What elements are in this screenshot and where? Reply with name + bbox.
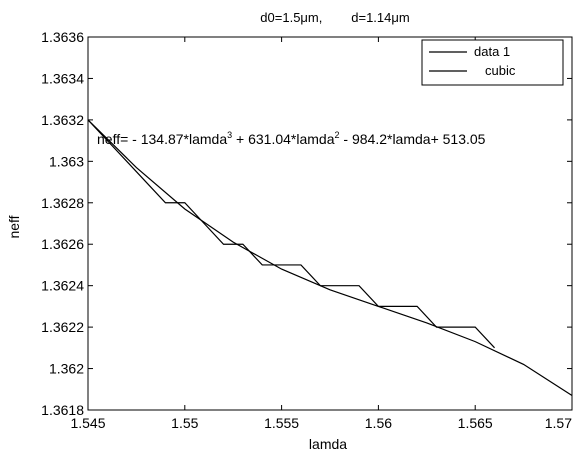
y-tick-label: 1.3622 <box>41 319 84 335</box>
equation-annotation: neff= - 134.87*lamda3 + 631.04*lamda2 - … <box>97 130 486 147</box>
series-data-1-line <box>87 119 495 349</box>
x-axis-label: lamda <box>309 436 347 452</box>
y-tick-label: 1.3636 <box>41 29 84 45</box>
legend-label-cubic: cubic <box>485 63 516 78</box>
plot-frame <box>87 36 573 411</box>
y-axis-label: neff <box>6 215 22 238</box>
y-tick-label: 1.363 <box>49 153 84 169</box>
y-tick-label: 1.3632 <box>41 112 84 128</box>
y-tick-label: 1.3624 <box>41 278 84 294</box>
y-tick-label: 1.3628 <box>41 195 84 211</box>
x-tick-label: 1.57 <box>545 415 572 431</box>
equation-exponent-2: 2 <box>335 130 340 140</box>
y-tick-label: 1.362 <box>49 361 84 377</box>
x-axis-ticks: 1.545 1.55 1.555 1.56 1.565 1.57 <box>70 37 573 431</box>
equation-prefix: neff= - 134.87*lamda <box>97 131 227 147</box>
x-tick-label: 1.555 <box>264 415 299 431</box>
equation-exponent-3: 3 <box>227 130 232 140</box>
series-layer <box>87 119 573 396</box>
legend-box <box>421 39 564 86</box>
equation-suffix: - 984.2*lamda+ 513.05 <box>340 131 486 147</box>
equation-mid: + 631.04*lamda <box>232 131 335 147</box>
x-tick-label: 1.56 <box>365 415 392 431</box>
chart-title: d0=1.5μm, d=1.14μm <box>260 10 409 25</box>
x-tick-label: 1.565 <box>458 415 493 431</box>
y-tick-label: 1.3626 <box>41 236 84 252</box>
legend: data 1 cubic <box>421 39 564 86</box>
x-tick-label: 1.55 <box>171 415 198 431</box>
y-axis-ticks: 1.3618 1.362 1.3622 1.3624 1.3626 1.3628 1.363… <box>41 29 572 418</box>
y-tick-label: 1.3618 <box>41 402 84 418</box>
legend-label-data-1: data 1 <box>474 44 510 59</box>
x-tick-label: 1.545 <box>70 415 105 431</box>
y-tick-label: 1.3634 <box>41 70 84 86</box>
series-cubic-line <box>87 119 573 396</box>
